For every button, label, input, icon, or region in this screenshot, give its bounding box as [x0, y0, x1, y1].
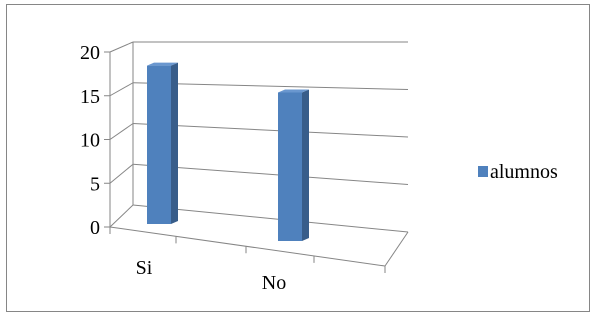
x-axis-front [109, 226, 386, 267]
bar-side-no [302, 89, 309, 241]
gridline-10 [132, 123, 409, 138]
y-tick-label: 15 [80, 86, 100, 108]
x-tick-label: No [262, 272, 286, 294]
side-gridline-0 [109, 204, 134, 228]
bar-no [278, 92, 302, 241]
bar-side-si [171, 62, 178, 224]
bar-si [147, 65, 171, 224]
gridline-15 [132, 82, 409, 90]
side-gridline-10 [109, 123, 134, 140]
side-gridline-20 [109, 41, 134, 53]
y-tick-label: 5 [90, 173, 100, 195]
bar-top-si [147, 62, 178, 66]
legend-swatch [478, 166, 488, 177]
y-tick-label: 0 [90, 217, 100, 239]
y-tick-label: 10 [80, 130, 100, 152]
gridline-0 [132, 204, 409, 233]
legend-label: alumnos [490, 161, 558, 183]
side-gridline-5 [109, 163, 134, 184]
y-tick-label: 20 [80, 42, 100, 64]
bar-top-no [278, 89, 309, 93]
side-gridline-15 [109, 82, 134, 97]
gridline-5 [132, 163, 409, 185]
floor-right-edge [384, 231, 409, 267]
x-tick-label: Si [136, 257, 153, 279]
